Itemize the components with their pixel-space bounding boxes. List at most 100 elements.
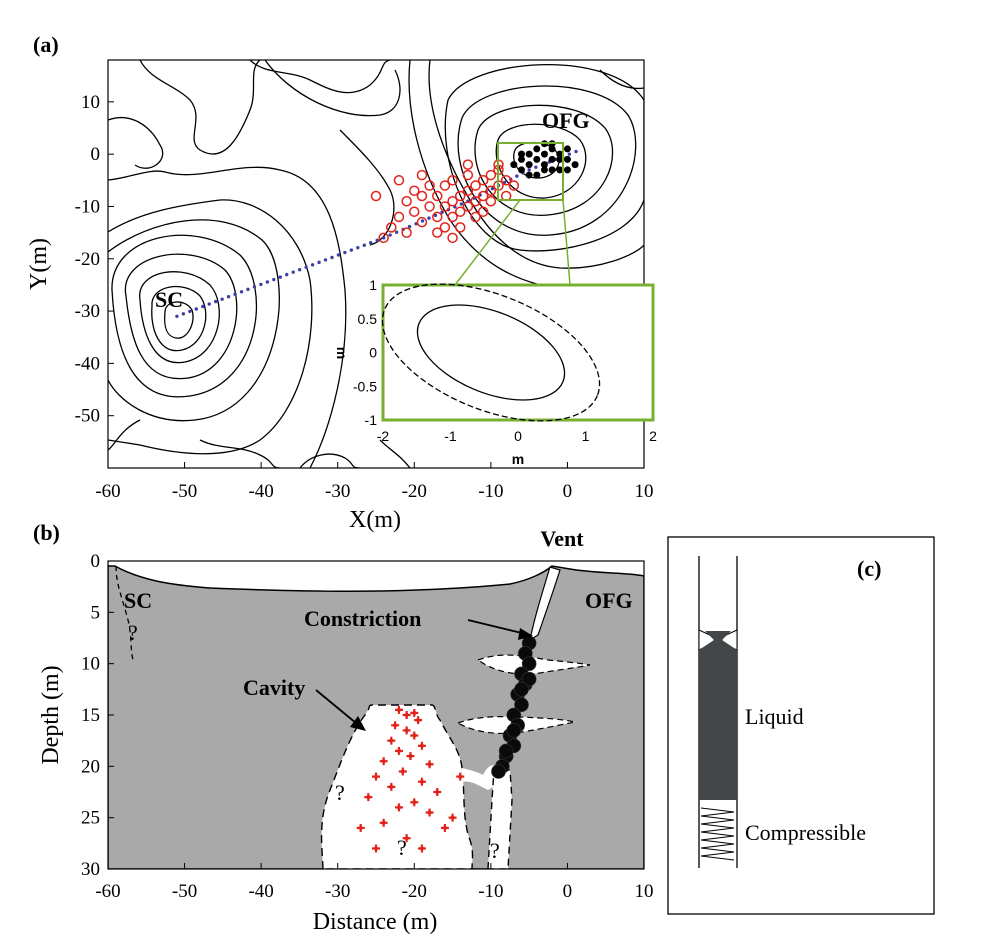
trend-dot <box>388 233 392 237</box>
y-tick-label: -30 <box>75 301 100 322</box>
black-point <box>548 155 556 163</box>
trend-dot <box>420 219 425 223</box>
red-star-point <box>394 746 403 755</box>
red-circle-point <box>447 232 458 244</box>
inset-y-tick-label: 0.5 <box>358 311 378 327</box>
trend-dot <box>394 230 399 234</box>
red-circle-point <box>470 195 481 207</box>
question-mark: ? <box>335 780 345 805</box>
trend-dot <box>336 253 341 257</box>
red-circle-point <box>393 175 405 186</box>
trend-dot <box>567 152 572 156</box>
cavity-arrowhead <box>350 716 366 731</box>
red-circle-point <box>477 190 489 202</box>
black-point <box>548 145 556 153</box>
black-point <box>563 145 571 153</box>
red-star-point <box>402 726 411 735</box>
trend-dot <box>440 210 444 215</box>
red-circle-point <box>447 211 458 223</box>
y-tick-labels: 10 0 -10 -20 -30 -40 -50 <box>75 92 114 427</box>
x-tick-label: -40 <box>248 481 273 502</box>
annotation-sc-b: SC <box>124 588 152 613</box>
trend-dot <box>330 255 334 260</box>
red-circle-point <box>432 190 443 202</box>
trend-dot <box>239 290 244 294</box>
red-circle-point <box>500 175 512 186</box>
trend-dot <box>201 304 205 309</box>
red-circle-point <box>378 232 389 244</box>
panel-c-label: (c) <box>857 556 881 581</box>
red-circle-point <box>370 190 382 202</box>
trend-dot <box>304 265 308 269</box>
black-point <box>517 166 525 174</box>
red-star-point <box>398 767 407 776</box>
black-point <box>540 166 548 174</box>
black-point <box>517 155 525 163</box>
inset-x-title: m <box>512 451 524 467</box>
label-liquid: Liquid <box>745 704 804 729</box>
trend-dot <box>381 236 386 240</box>
inset-y-tick-labels: 1 0.5 0 -0.5 -1 <box>353 277 377 428</box>
red-circle-point <box>439 201 451 212</box>
red-star-point <box>379 818 388 827</box>
red-circle-point <box>416 216 428 228</box>
trend-dot <box>323 258 328 262</box>
red-star-point <box>433 788 442 796</box>
trend-dot <box>515 174 519 178</box>
red-star-point <box>410 798 419 807</box>
x-axis-title-b: Distance (m) <box>313 909 438 935</box>
red-star-point <box>391 721 400 730</box>
x-tick-label: -60 <box>95 481 120 502</box>
inset-y-tick-label: -0.5 <box>353 378 377 394</box>
red-circle-point <box>439 180 451 191</box>
red-circle-point <box>386 222 397 233</box>
x-tick-label: -30 <box>325 881 350 902</box>
inset-frame <box>381 283 655 422</box>
x-axis-title: X(m) <box>349 507 401 533</box>
inset-x-tick-label: -1 <box>444 428 457 444</box>
black-event <box>521 656 537 671</box>
red-circle-point <box>409 185 420 197</box>
red-circle-point <box>439 222 451 233</box>
red-circle-point <box>454 206 466 217</box>
topo-contours <box>108 60 644 468</box>
x-tick-labels-b: -60 -50 -40 -30 -20 -10 0 10 <box>95 863 654 902</box>
y-tick-label: 20 <box>81 756 100 777</box>
black-event <box>491 764 506 779</box>
y-tick-label: -40 <box>75 353 100 374</box>
trend-dot <box>310 263 315 267</box>
trend-dot <box>356 245 360 250</box>
inset-x-tick-label: 2 <box>649 428 657 444</box>
red-circle-point <box>409 206 420 217</box>
inset-y-title: m <box>334 347 350 359</box>
x-tick-label: 0 <box>563 481 573 502</box>
annotation-ofg-b: OFG <box>585 588 633 613</box>
x-tick-labels: -60 -50 -40 -30 -20 -10 0 10 <box>95 462 654 502</box>
zoom-box <box>497 142 564 201</box>
trend-dot <box>427 216 431 220</box>
inset-dashed-ellipse <box>381 283 601 422</box>
red-circle-series <box>370 159 520 244</box>
zoom-connector-right <box>562 199 571 286</box>
x-tick-label: -50 <box>172 881 197 902</box>
panel-c: Liquid Compressible (c) <box>667 536 935 915</box>
black-point <box>571 161 579 169</box>
red-circle-point <box>447 175 458 186</box>
trend-dot <box>265 280 270 284</box>
inset-x-tick-label: -2 <box>377 428 390 444</box>
red-circle-point <box>462 185 474 197</box>
trend-dot <box>459 202 464 206</box>
annotation-sc: SC <box>155 287 183 312</box>
trend-dot <box>534 165 538 169</box>
trend-dot <box>527 168 531 172</box>
black-event <box>514 697 529 713</box>
panel-a: SC OFG -60 -50 -40 -30 -20 -10 0 10 100-10-20-3… <box>26 59 657 533</box>
red-circle-point <box>485 195 497 207</box>
trend-dot <box>278 275 282 279</box>
black-point <box>525 161 533 169</box>
y-tick-label: -20 <box>75 249 100 270</box>
black-point <box>540 150 548 158</box>
constriction-arrowhead <box>518 628 533 640</box>
y-axis-title-b: Depth (m) <box>38 665 64 764</box>
